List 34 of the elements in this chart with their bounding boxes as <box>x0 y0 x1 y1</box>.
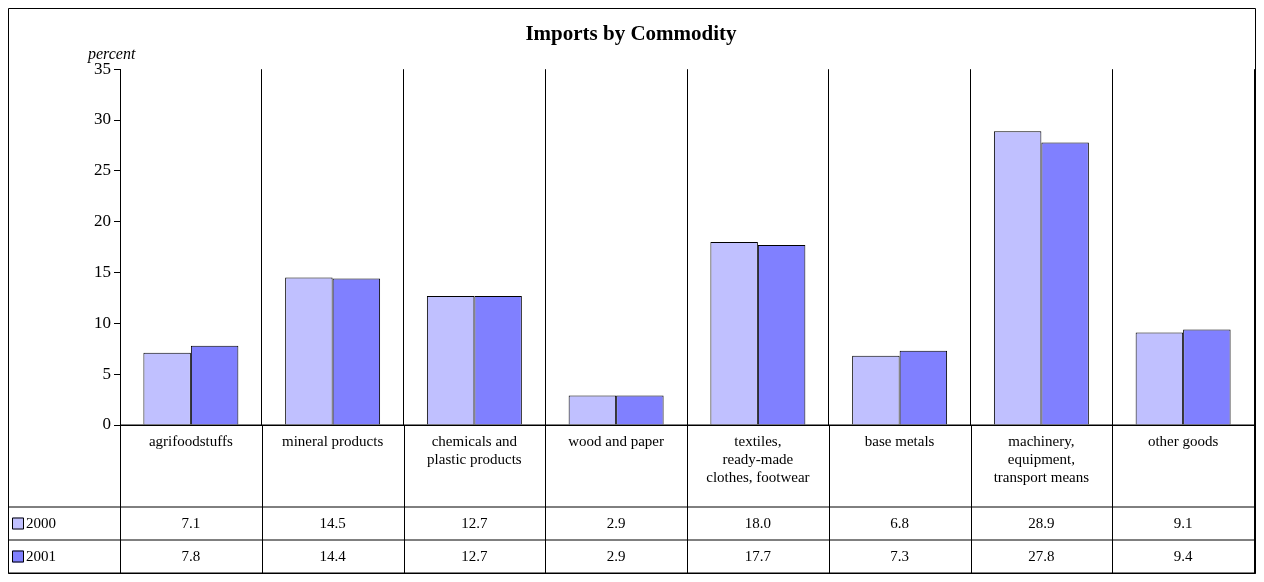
x-tick-label: agrifoodstuffs <box>148 432 233 449</box>
x-tick-label: machinery, equipment, transport means <box>993 432 1090 485</box>
data-label: 17.7 <box>744 548 772 565</box>
legend-label: 2001 <box>26 548 56 565</box>
data-label: 18.0 <box>744 515 771 532</box>
data-label: 14.4 <box>319 548 347 565</box>
y-tick-label: 0 <box>102 414 111 434</box>
chart-title: Imports by Commodity <box>525 21 738 46</box>
x-tick-label: wood and paper <box>568 432 665 449</box>
x-tick-label: chemicals and plastic products <box>427 432 522 467</box>
data-label: 14.5 <box>319 515 346 532</box>
x-tick-label: mineral products <box>282 432 384 449</box>
data-label: 9.4 <box>1173 548 1193 565</box>
y-tick-label: 5 <box>102 363 111 383</box>
data-label: 12.7 <box>461 548 488 565</box>
y-tick-label: 20 <box>94 211 111 231</box>
x-tick-label: other goods <box>1147 432 1219 449</box>
data-label: 9.1 <box>1173 515 1193 532</box>
legend-label: 2000 <box>26 515 56 532</box>
data-label: 7.8 <box>181 548 201 565</box>
data-label: 6.8 <box>890 515 909 532</box>
x-tick-label: textiles, ready-made clothes, footwear <box>706 432 810 485</box>
data-label: 2.9 <box>606 548 626 565</box>
x-tick-label: base metals <box>864 432 935 449</box>
data-label: 12.7 <box>461 515 488 532</box>
y-tick-label: 30 <box>94 109 111 129</box>
data-label: 28.9 <box>1028 515 1055 532</box>
y-tick-label: 15 <box>94 261 111 281</box>
data-label: 27.8 <box>1028 548 1055 565</box>
data-label: 7.1 <box>181 515 201 532</box>
y-tick-label: 25 <box>94 160 111 180</box>
data-label: 2.9 <box>606 515 626 532</box>
data-label: 7.3 <box>890 548 909 565</box>
y-tick-label: 10 <box>94 312 111 332</box>
